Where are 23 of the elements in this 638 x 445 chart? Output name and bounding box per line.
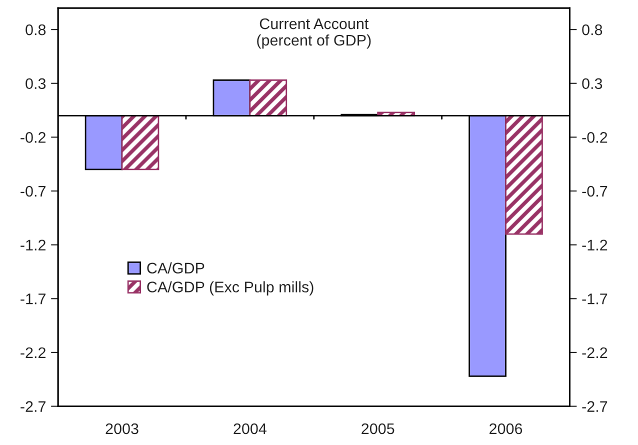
x-tick-label: 2006 bbox=[490, 423, 522, 434]
x-tick-label: 2005 bbox=[362, 423, 394, 434]
legend-label: CA/GDP (Exc Pulp mills) bbox=[147, 281, 314, 296]
text: Current Account (percent of GDP) bbox=[257, 18, 371, 49]
y-tick-label: -0.7 bbox=[20, 186, 46, 197]
y-tick-label: -2.2 bbox=[20, 347, 46, 358]
y-tick-label: -1.7 bbox=[20, 294, 46, 304]
y2-tick-label: -0.2 bbox=[582, 132, 608, 143]
y2-tick-label: -0.7 bbox=[582, 186, 608, 197]
y2-tick-label: 0.8 bbox=[582, 24, 602, 36]
y-tick-label: 0.8 bbox=[26, 24, 46, 36]
x-tick-label: 2003 bbox=[106, 423, 138, 434]
legend-label: CA/GDP bbox=[147, 262, 204, 274]
y2-tick-label: 0.3 bbox=[582, 78, 602, 90]
y-tick-label: -2.7 bbox=[20, 401, 46, 412]
y2-tick-label: -2.7 bbox=[582, 401, 608, 412]
y2-tick-label: -2.2 bbox=[582, 347, 608, 358]
y-tick-label: 0.3 bbox=[26, 78, 46, 90]
x-tick-label: 2004 bbox=[234, 423, 266, 434]
y2-tick-label: -1.2 bbox=[582, 240, 608, 250]
y-tick-label: -0.2 bbox=[20, 132, 46, 143]
y2-tick-label: -1.7 bbox=[582, 294, 608, 304]
y-tick-label: -1.2 bbox=[20, 240, 46, 250]
